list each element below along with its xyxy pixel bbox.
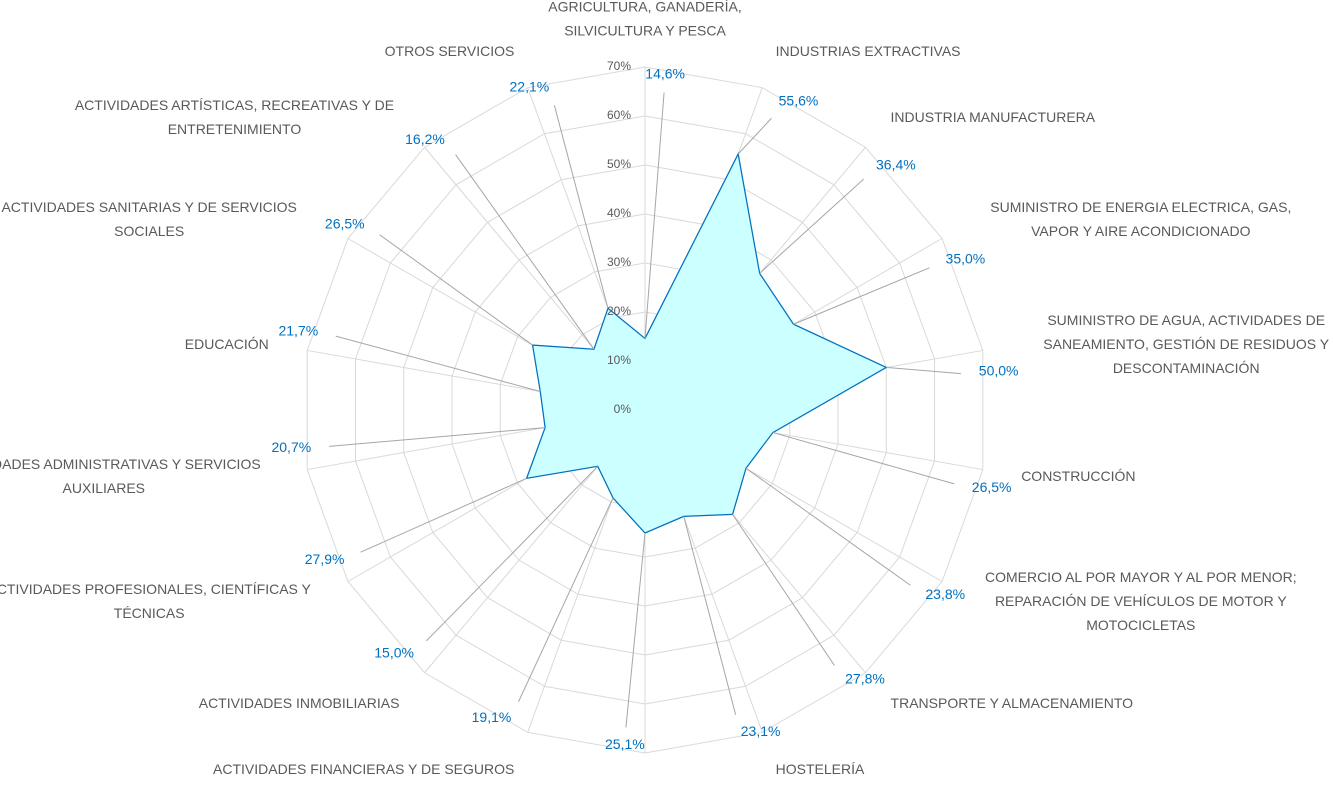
y-tick-label: 30% bbox=[607, 255, 631, 269]
value-label: 22,1% bbox=[510, 79, 550, 95]
value-label: 14,6% bbox=[645, 65, 685, 81]
leader-line bbox=[745, 467, 911, 586]
category-label: SUMINISTRO DE AGUA, ACTIVIDADES DE SANEA… bbox=[1043, 311, 1330, 376]
value-label: 19,1% bbox=[472, 709, 512, 725]
leader-line bbox=[335, 335, 541, 393]
leader-line bbox=[553, 105, 609, 309]
value-label: 16,2% bbox=[405, 131, 445, 147]
leader-line bbox=[455, 154, 595, 350]
value-label: 25,1% bbox=[605, 736, 645, 752]
y-tick-label: 10% bbox=[607, 353, 631, 367]
category-label: COMERCIO AL POR MAYOR Y AL POR MENOR; RE… bbox=[984, 569, 1297, 633]
leader-line bbox=[759, 178, 864, 274]
category-label: ACTIVIDADES SANITARIAS Y DE SERVICIOS SO… bbox=[1, 199, 297, 239]
y-tick-label: 0% bbox=[614, 402, 632, 416]
value-label: 36,4% bbox=[876, 157, 916, 173]
leader-line bbox=[737, 117, 772, 155]
category-label: ACTIVIDADES FINANCIERAS Y DE SEGUROS bbox=[213, 760, 515, 777]
y-tick-label: 20% bbox=[607, 304, 631, 318]
value-label: 26,5% bbox=[972, 479, 1012, 495]
leader-line bbox=[625, 532, 646, 728]
value-label: 20,7% bbox=[271, 439, 311, 455]
value-label: 27,9% bbox=[305, 551, 345, 567]
value-label: 21,7% bbox=[278, 323, 318, 339]
category-label: OTROS SERVICIOS bbox=[384, 43, 515, 60]
y-tick-label: 60% bbox=[607, 108, 631, 122]
leader-line bbox=[886, 366, 961, 375]
leader-line bbox=[360, 477, 527, 553]
category-label: INDUSTRIAS EXTRACTIVAS bbox=[775, 43, 961, 60]
value-label: 35,0% bbox=[946, 250, 986, 266]
leader-line bbox=[732, 514, 835, 666]
value-label: 55,6% bbox=[779, 92, 819, 108]
series-area bbox=[525, 152, 888, 534]
category-label: CONSTRUCCIÓN bbox=[1021, 468, 1136, 485]
leader-line bbox=[772, 432, 955, 485]
category-label: ACTIVIDADES PROFESIONALES, CIENTÍFICAS Y… bbox=[0, 581, 311, 621]
category-label: AGRICULTURA, GANADERÍA, SILVICULTURA Y P… bbox=[548, 0, 742, 39]
category-label: TRANSPORTE Y ALMACENAMIENTO bbox=[890, 694, 1134, 711]
y-tick-label: 40% bbox=[607, 206, 631, 220]
leader-line bbox=[793, 267, 930, 325]
category-label: ACTIVIDADES ADMINISTRATIVAS Y SERVICIOS … bbox=[0, 456, 261, 497]
category-label: SUMINISTRO DE ENERGIA ELECTRICA, GAS, VA… bbox=[990, 199, 1292, 239]
y-tick-label: 50% bbox=[607, 157, 631, 171]
value-label: 23,8% bbox=[925, 586, 965, 602]
category-label: ACTIVIDADES INMOBILIARIAS bbox=[198, 694, 400, 711]
y-tick-label: 70% bbox=[607, 59, 631, 73]
category-label: HOSTELERÍA bbox=[775, 760, 865, 777]
leader-line bbox=[425, 465, 599, 642]
value-label: 26,5% bbox=[325, 216, 365, 232]
category-label: EDUCACIÓN bbox=[184, 335, 269, 352]
leader-line bbox=[329, 427, 546, 447]
value-label: 50,0% bbox=[979, 362, 1019, 378]
leader-line bbox=[518, 497, 614, 702]
leader-line bbox=[644, 92, 665, 339]
category-label: ACTIVIDADES ARTÍSTICAS, RECREATIVAS Y DE… bbox=[74, 97, 395, 138]
category-label: INDUSTRIA MANUFACTURERA bbox=[890, 109, 1096, 126]
leader-line bbox=[683, 516, 737, 715]
value-label: 23,1% bbox=[741, 723, 781, 739]
value-label: 15,0% bbox=[374, 645, 414, 661]
leader-line bbox=[379, 234, 533, 346]
value-label: 27,8% bbox=[845, 671, 885, 687]
